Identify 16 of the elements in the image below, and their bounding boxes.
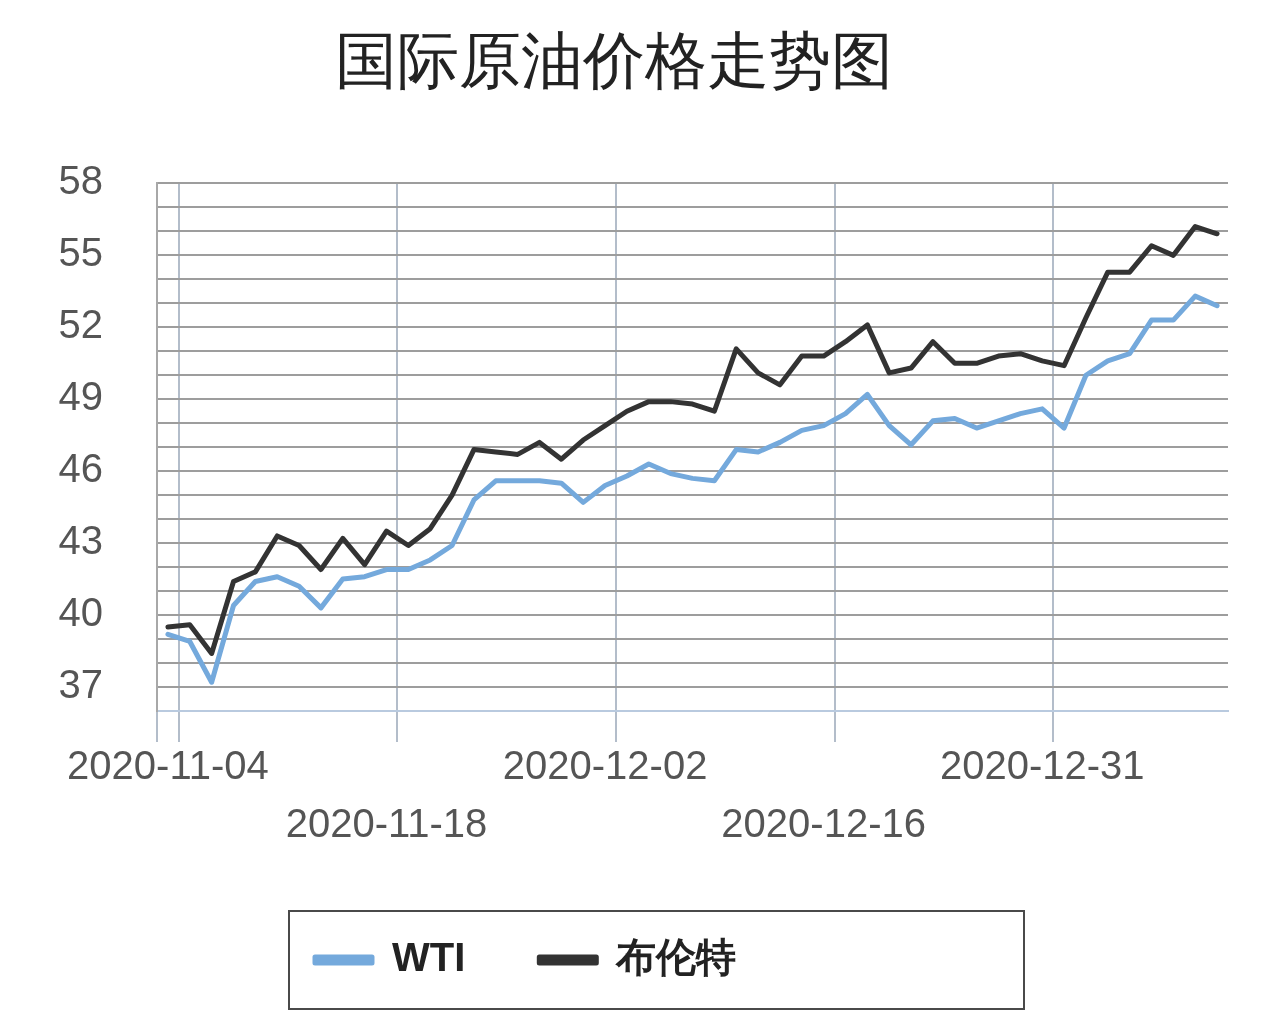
y-tick-label: 37	[58, 662, 103, 707]
y-tick-label: 43	[58, 518, 103, 563]
x-tick-label: 2020-12-02	[502, 743, 708, 788]
y-tick-label: 55	[58, 230, 103, 275]
chart-title: 国际原油价格走势图	[335, 26, 893, 96]
y-tick-label: 58	[58, 158, 103, 203]
x-tick-label: 2020-12-31	[939, 743, 1145, 788]
y-tick-label: 49	[58, 374, 103, 419]
x-tick-label: 2020-11-04	[67, 743, 269, 788]
x-tick-label: 2020-11-18	[285, 801, 488, 846]
legend-label: 布伦特	[615, 935, 737, 980]
x-tick-label: 2020-12-16	[721, 801, 926, 846]
y-tick-label: 40	[58, 590, 103, 635]
legend-label: WTI	[392, 935, 466, 980]
y-tick-label: 52	[58, 302, 103, 347]
y-tick-label: 46	[58, 446, 103, 491]
